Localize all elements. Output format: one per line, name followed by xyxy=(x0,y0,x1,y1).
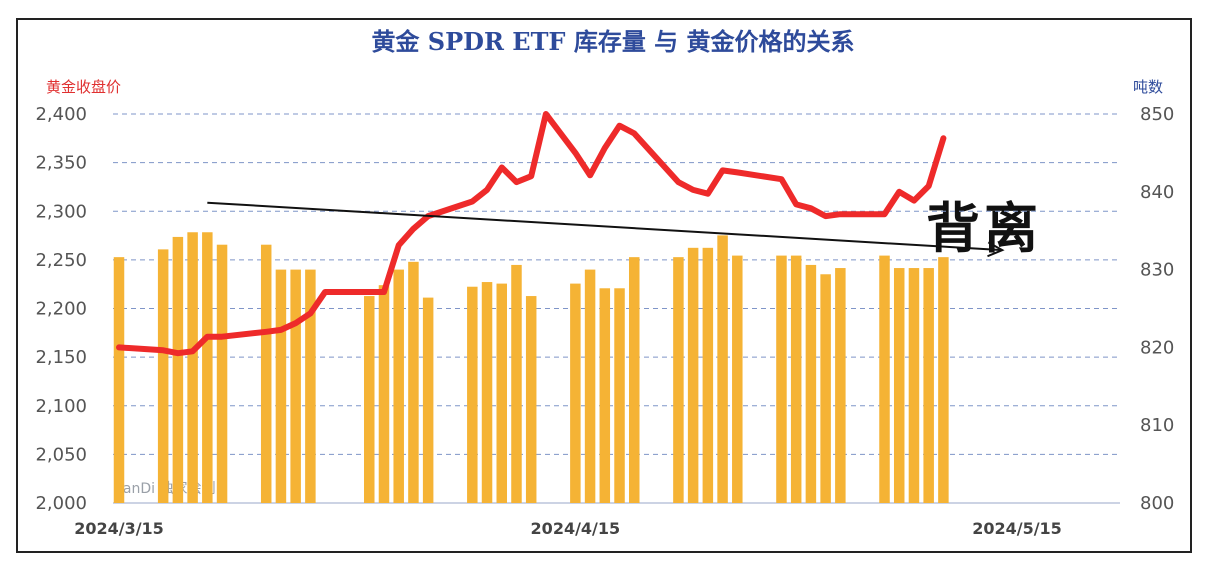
bar xyxy=(290,269,301,503)
right-tick-label: 850 xyxy=(1140,104,1174,125)
bar xyxy=(364,296,375,503)
gold-price-line xyxy=(116,111,947,357)
left-tick-label: 2,150 xyxy=(35,347,87,368)
bar xyxy=(275,269,287,503)
bar xyxy=(511,264,522,503)
left-tick-label: 2,200 xyxy=(35,299,87,320)
left-tick-label: 2,000 xyxy=(35,493,87,514)
bar xyxy=(776,255,787,503)
bar xyxy=(835,268,846,503)
bar xyxy=(790,255,802,503)
bar xyxy=(467,286,478,503)
right-tick-label: 810 xyxy=(1140,415,1174,436)
right-tick-labels: 800 810 820 830 840 850 xyxy=(1140,104,1174,514)
bar xyxy=(820,274,831,503)
left-tick-label: 2,350 xyxy=(35,153,87,174)
bar xyxy=(172,236,184,503)
bar xyxy=(157,249,169,503)
bar xyxy=(805,264,817,503)
bar xyxy=(673,257,684,503)
bar xyxy=(938,257,949,503)
bar-series xyxy=(113,232,949,504)
line-series xyxy=(116,111,947,357)
chart-title: 黄金 SPDR ETF 库存量 与 黄金价格的关系 xyxy=(371,27,855,56)
bar xyxy=(525,296,537,503)
right-tick-label: 840 xyxy=(1140,182,1174,203)
bar xyxy=(570,283,581,503)
bar xyxy=(908,268,920,503)
bar xyxy=(187,232,198,504)
x-tick-label: 2024/4/15 xyxy=(531,519,621,538)
bar xyxy=(628,257,640,503)
left-tick-label: 2,250 xyxy=(35,250,87,271)
right-tick-label: 800 xyxy=(1140,493,1174,514)
bar xyxy=(879,255,890,503)
bar xyxy=(305,269,316,503)
bar xyxy=(393,269,404,503)
bar xyxy=(893,268,905,503)
right-tick-label: 830 xyxy=(1140,260,1174,281)
bar xyxy=(732,255,743,503)
bar xyxy=(216,244,228,504)
bar xyxy=(496,283,508,503)
bar xyxy=(717,235,728,504)
bar xyxy=(923,268,934,503)
right-tick-label: 820 xyxy=(1140,337,1174,358)
bar xyxy=(113,257,125,503)
left-axis-title: 黄金收盘价 xyxy=(46,78,122,96)
trend-arrow-head xyxy=(987,241,1005,258)
left-tick-label: 2,400 xyxy=(35,104,87,125)
x-tick-label: 2024/3/15 xyxy=(74,519,164,538)
left-tick-label: 2,050 xyxy=(35,444,87,465)
left-tick-labels: 2,000 2,050 2,100 2,150 2,200 2,250 2,300 2,350… xyxy=(35,104,87,514)
bar xyxy=(408,261,419,503)
x-tick-label: 2024/5/15 xyxy=(972,519,1062,538)
bar xyxy=(378,285,390,503)
bar xyxy=(702,247,714,503)
x-tick-labels: 2024/3/15 2024/4/15 2024/5/15 xyxy=(74,519,1062,538)
bar xyxy=(481,282,493,503)
bar xyxy=(260,244,272,504)
trend-arrow xyxy=(207,201,1005,258)
bar xyxy=(687,247,699,503)
bar xyxy=(584,269,596,503)
left-tick-label: 2,300 xyxy=(35,201,87,222)
right-axis-title: 吨数 xyxy=(1133,78,1164,96)
bar xyxy=(599,288,611,503)
bar xyxy=(614,288,625,503)
bar xyxy=(422,297,434,503)
trend-arrow-shaft xyxy=(207,201,1003,252)
left-tick-label: 2,100 xyxy=(35,396,87,417)
bar xyxy=(202,232,213,504)
